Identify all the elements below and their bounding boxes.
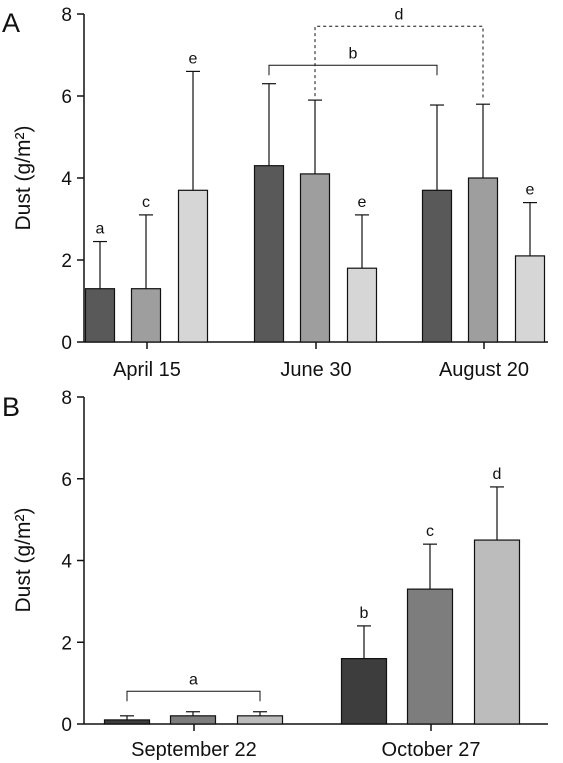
- significance-bracket: [314, 25, 484, 101]
- significance-letter: a: [96, 221, 105, 238]
- significance-letter: d: [493, 466, 502, 483]
- x-tick-label: October 27: [382, 739, 481, 761]
- x-tick-label: April 15: [113, 359, 181, 381]
- bar: [299, 173, 331, 343]
- bar: [340, 657, 388, 725]
- y-axis-label: Dust (g/m²): [12, 126, 35, 231]
- bar: [467, 177, 499, 343]
- bracket-label: a: [189, 671, 198, 688]
- panel-letter: A: [2, 8, 20, 38]
- bar: [514, 255, 546, 343]
- bar: [169, 715, 217, 725]
- bar: [421, 189, 453, 343]
- y-tick-label: 0: [61, 715, 72, 736]
- bar: [236, 715, 284, 725]
- x-tick-label: June 30: [280, 359, 351, 381]
- y-tick-label: 0: [61, 333, 72, 354]
- bar: [103, 719, 151, 725]
- significance-letter: e: [189, 50, 198, 67]
- bar: [406, 588, 454, 725]
- bar: [84, 288, 116, 343]
- x-tick-label: September 22: [131, 739, 257, 761]
- panel-letter: B: [2, 392, 20, 422]
- y-tick-label: 6: [61, 87, 72, 108]
- significance-letter: c: [426, 523, 434, 540]
- bar: [253, 165, 285, 343]
- bracket-label: d: [395, 6, 404, 23]
- bracket-label: b: [349, 45, 358, 62]
- y-tick-label: 8: [61, 388, 72, 409]
- y-tick-label: 8: [61, 5, 72, 26]
- y-tick-label: 4: [61, 169, 72, 190]
- y-tick-label: 2: [61, 633, 72, 654]
- significance-letter: c: [142, 194, 150, 211]
- y-axis-label: Dust (g/m²): [12, 508, 35, 613]
- bar: [346, 267, 378, 343]
- significance-letter: b: [360, 605, 369, 622]
- significance-bracket: [126, 690, 261, 702]
- y-tick-label: 2: [61, 251, 72, 272]
- bar: [473, 539, 521, 725]
- significance-letter: e: [526, 182, 535, 199]
- bar: [177, 189, 209, 343]
- y-tick-label: 6: [61, 470, 72, 491]
- y-tick-label: 4: [61, 552, 72, 573]
- significance-bracket: [268, 64, 438, 76]
- panel-a-chart: A Dust (g/m²) 0 2 4 6 8 April 15 June 30 August 2…: [2, 5, 548, 381]
- panel-b-chart: B Dust (g/m²) 0 2 4 6 8 September 22 October 27 b…: [2, 388, 548, 761]
- significance-letter: e: [358, 194, 367, 211]
- bar: [130, 288, 162, 343]
- x-tick-label: August 20: [439, 359, 529, 381]
